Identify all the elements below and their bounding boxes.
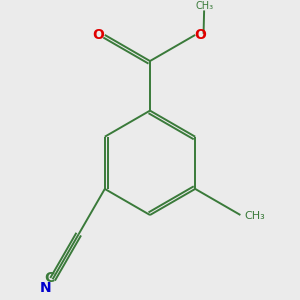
Text: CH₃: CH₃ — [245, 211, 266, 220]
Text: N: N — [40, 281, 52, 295]
Text: O: O — [195, 28, 206, 42]
Text: CH₃: CH₃ — [195, 1, 213, 11]
Text: C: C — [44, 271, 55, 285]
Text: O: O — [92, 28, 104, 42]
